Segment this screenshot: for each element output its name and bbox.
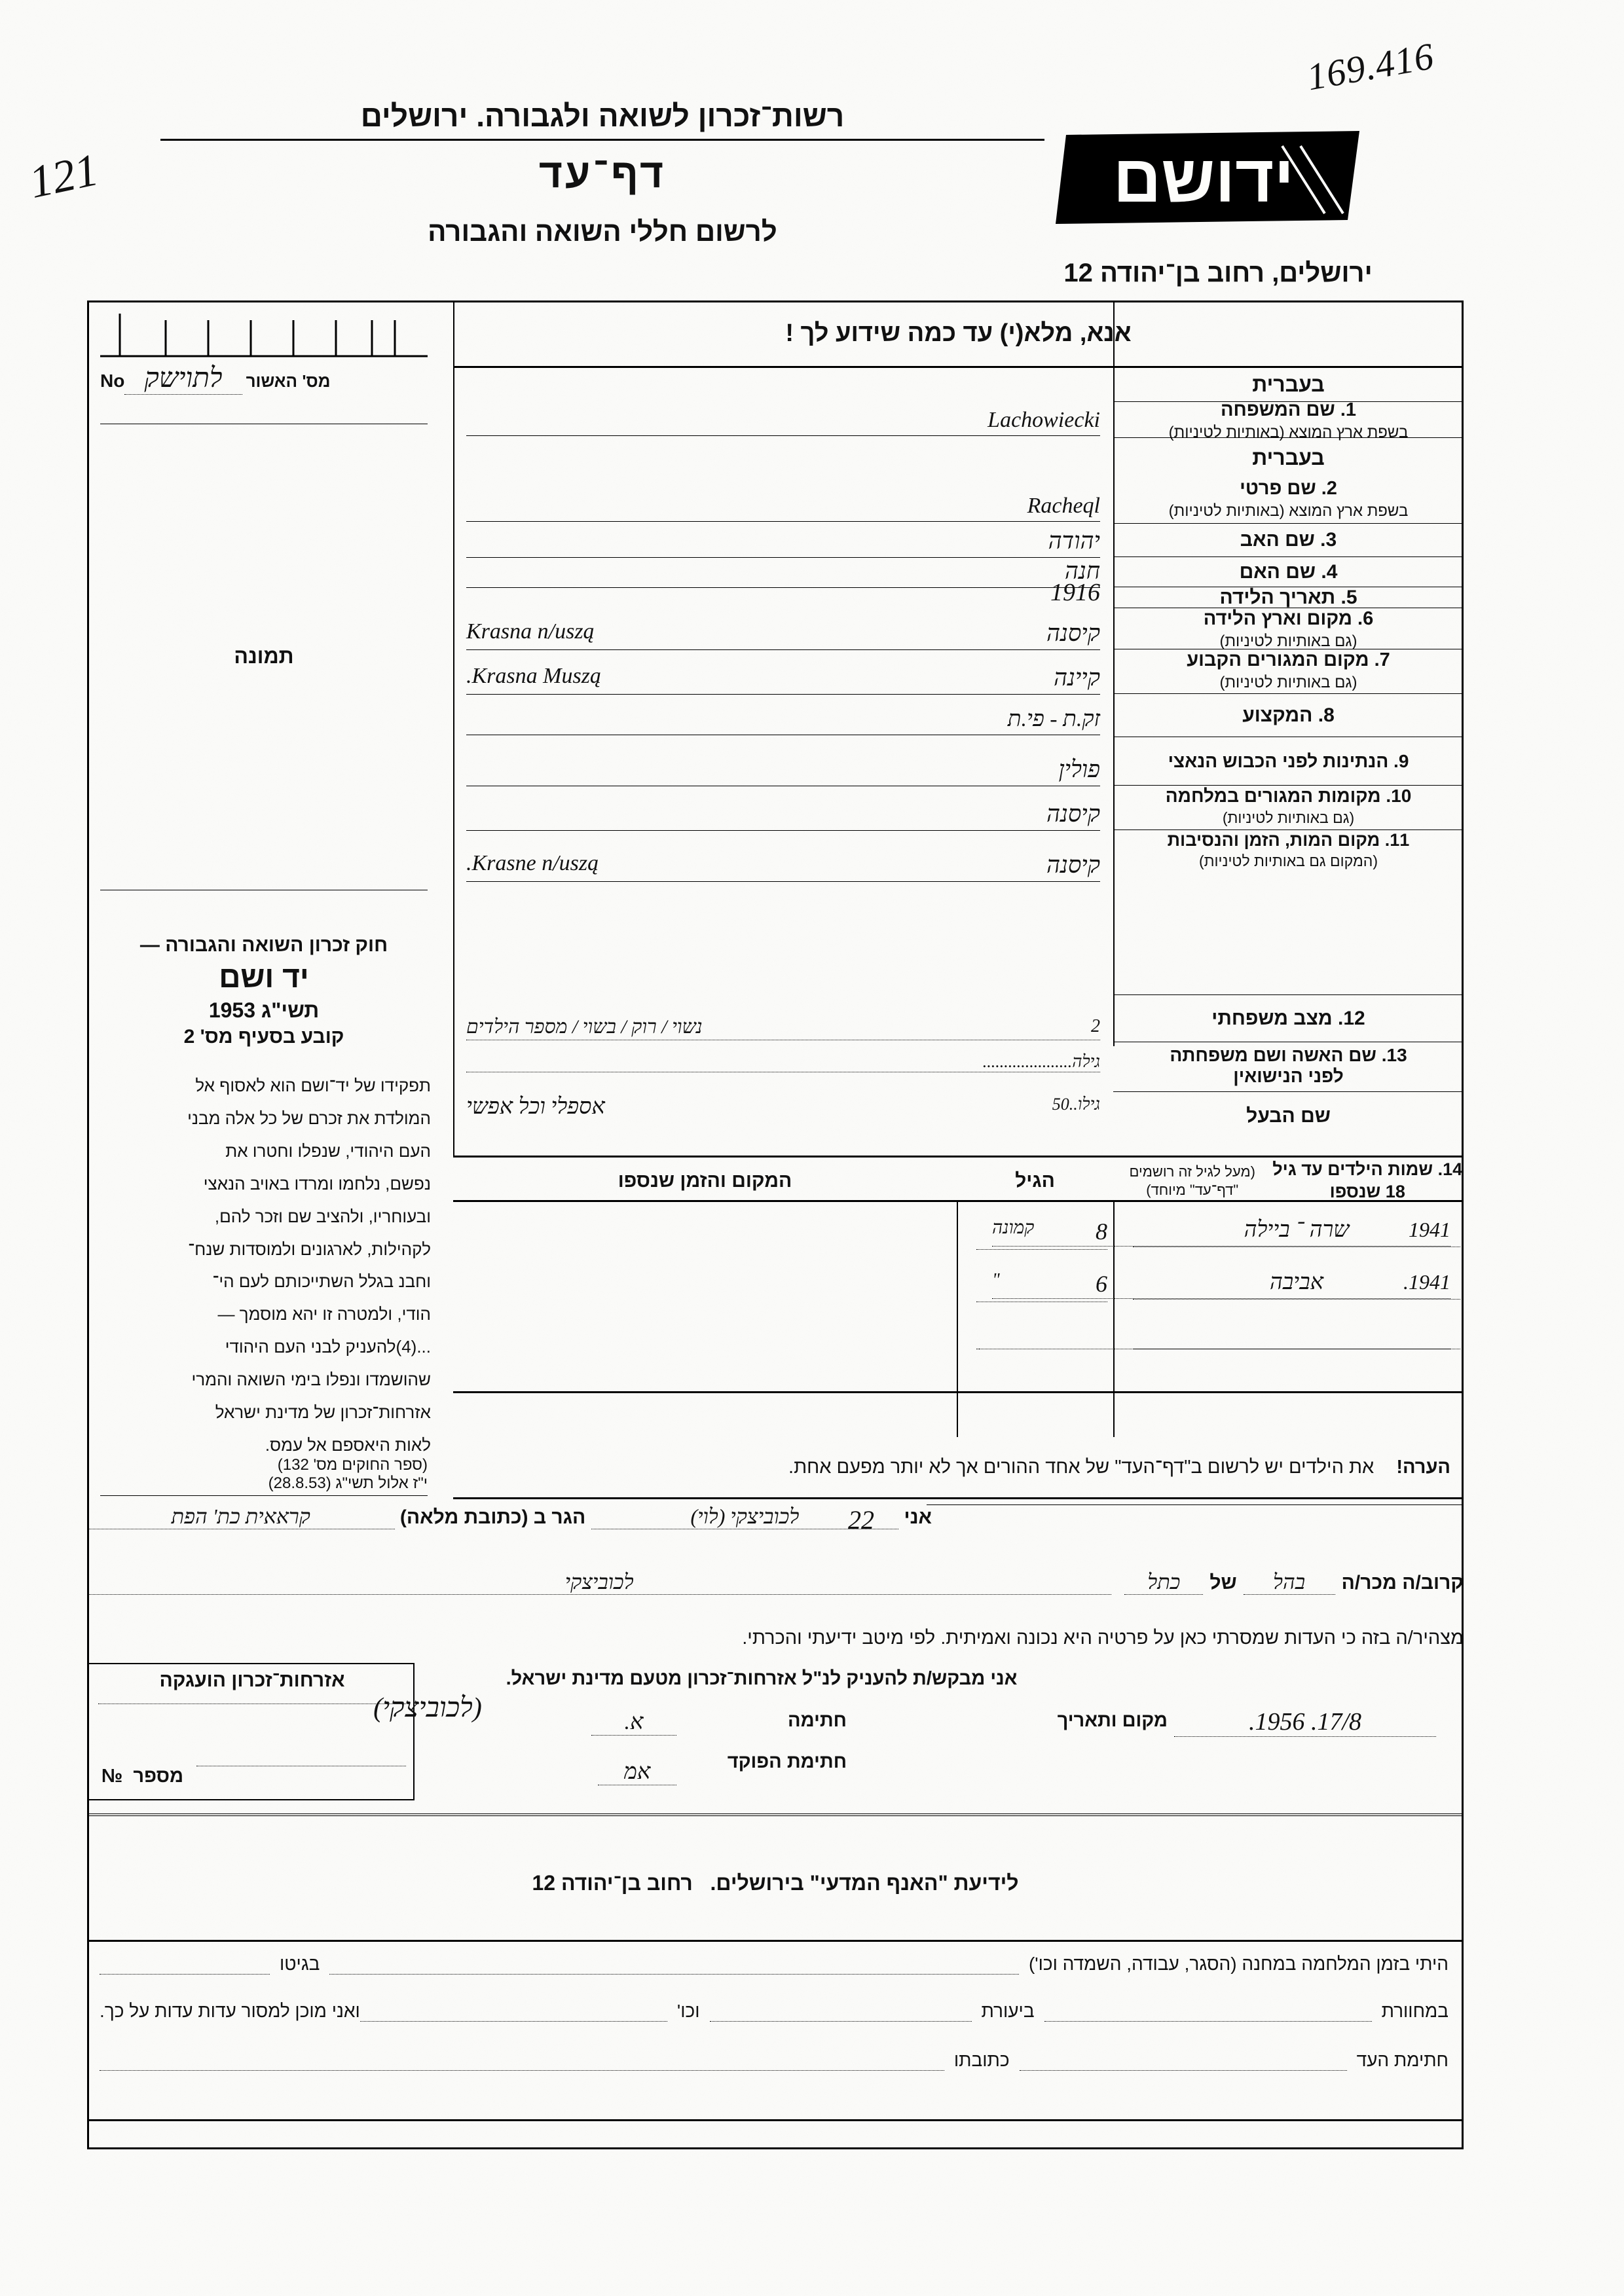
svg-text:ידושם: ידושם	[1113, 141, 1295, 216]
